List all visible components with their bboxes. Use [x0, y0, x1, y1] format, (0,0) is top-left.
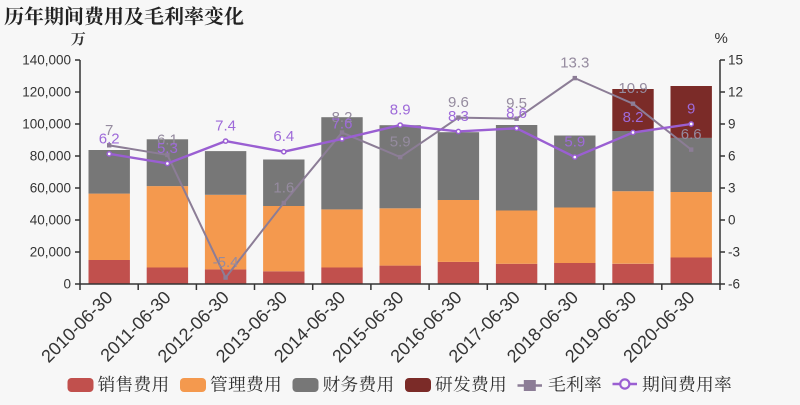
svg-text:80,000: 80,000	[30, 149, 71, 164]
svg-text:60,000: 60,000	[30, 181, 71, 196]
svg-text:6.1: 6.1	[157, 131, 178, 148]
svg-text:0: 0	[63, 277, 71, 292]
svg-text:6: 6	[728, 149, 736, 164]
svg-text:7.4: 7.4	[215, 118, 236, 135]
svg-text:5.9: 5.9	[564, 134, 585, 151]
svg-text:10.9: 10.9	[618, 80, 647, 97]
svg-text:0: 0	[728, 213, 736, 228]
svg-text:8.9: 8.9	[390, 102, 411, 119]
svg-text:100,000: 100,000	[22, 117, 71, 132]
svg-text:5.3: 5.3	[157, 140, 178, 157]
svg-text:12: 12	[728, 85, 743, 100]
svg-text:9.6: 9.6	[448, 94, 469, 111]
svg-text:20,000: 20,000	[30, 245, 71, 260]
svg-text:5.9: 5.9	[390, 134, 411, 151]
svg-text:7.6: 7.6	[332, 115, 353, 132]
svg-text:6.6: 6.6	[681, 126, 702, 143]
svg-text:-3: -3	[728, 245, 740, 260]
svg-text:13.3: 13.3	[560, 55, 589, 72]
svg-text:15: 15	[728, 53, 743, 68]
svg-text:9: 9	[728, 117, 736, 132]
svg-text:-5.4: -5.4	[213, 254, 239, 271]
svg-text:6.2: 6.2	[99, 130, 120, 147]
svg-text:8.3: 8.3	[448, 108, 469, 125]
svg-text:9.5: 9.5	[506, 95, 527, 112]
svg-text:-6: -6	[728, 277, 740, 292]
svg-text:3: 3	[728, 181, 736, 196]
svg-text:8.2: 8.2	[623, 109, 644, 126]
svg-text:7: 7	[105, 122, 113, 139]
svg-text:40,000: 40,000	[30, 213, 71, 228]
svg-text:6.4: 6.4	[273, 128, 294, 145]
svg-text:9: 9	[687, 101, 695, 118]
svg-text:120,000: 120,000	[22, 85, 71, 100]
svg-text:140,000: 140,000	[22, 53, 71, 68]
svg-text:8.2: 8.2	[332, 109, 353, 126]
svg-text:%: %	[715, 30, 728, 47]
svg-text:8.6: 8.6	[506, 105, 527, 122]
svg-text:1.6: 1.6	[273, 179, 294, 196]
